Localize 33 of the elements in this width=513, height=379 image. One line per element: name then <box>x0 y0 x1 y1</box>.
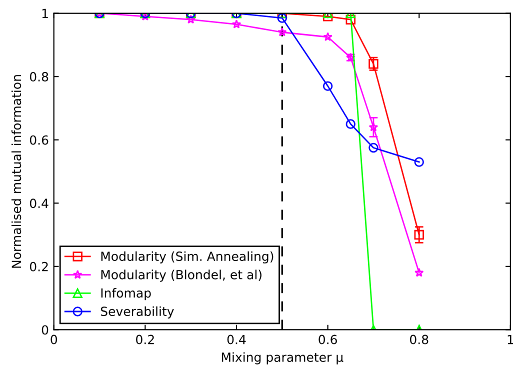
point <box>322 13 333 22</box>
point <box>277 27 287 36</box>
x-tick-label: 0.8 <box>410 334 428 344</box>
x-tick-label: 0.2 <box>136 334 154 344</box>
point <box>414 157 424 167</box>
y-axis-title: Normalised mutual information <box>11 75 22 268</box>
point <box>232 19 242 28</box>
point <box>414 230 424 240</box>
x-tick-label: 0.6 <box>318 334 337 344</box>
point <box>346 119 356 129</box>
y-tick-label: 0.4 <box>30 198 48 208</box>
x-tick-label: 0.4 <box>227 334 246 344</box>
point <box>414 268 424 277</box>
point <box>346 14 356 24</box>
point <box>368 122 378 132</box>
x-tick-label: 1 <box>508 334 513 344</box>
x-tick-label: 0 <box>50 334 58 344</box>
point <box>368 142 378 153</box>
point <box>186 14 196 24</box>
y-tick-label: 0 <box>42 325 48 335</box>
y-tick-label: 0.8 <box>30 72 48 82</box>
y-tick-label: 1 <box>42 8 48 18</box>
legend-label: Modularity (Blondel, et al) <box>101 270 262 282</box>
point <box>368 59 378 69</box>
x-axis-title: Mixing parameter μ <box>222 352 344 364</box>
legend-label: Severability <box>100 306 174 318</box>
y-tick-label: 0.6 <box>30 135 48 145</box>
point <box>277 13 288 23</box>
legend-label: Modularity (Sim. Annealing) <box>101 251 274 264</box>
y-tick-label: 0.2 <box>30 262 48 272</box>
point <box>322 81 333 91</box>
legend-label: Infomap <box>101 288 151 300</box>
point <box>323 32 332 42</box>
